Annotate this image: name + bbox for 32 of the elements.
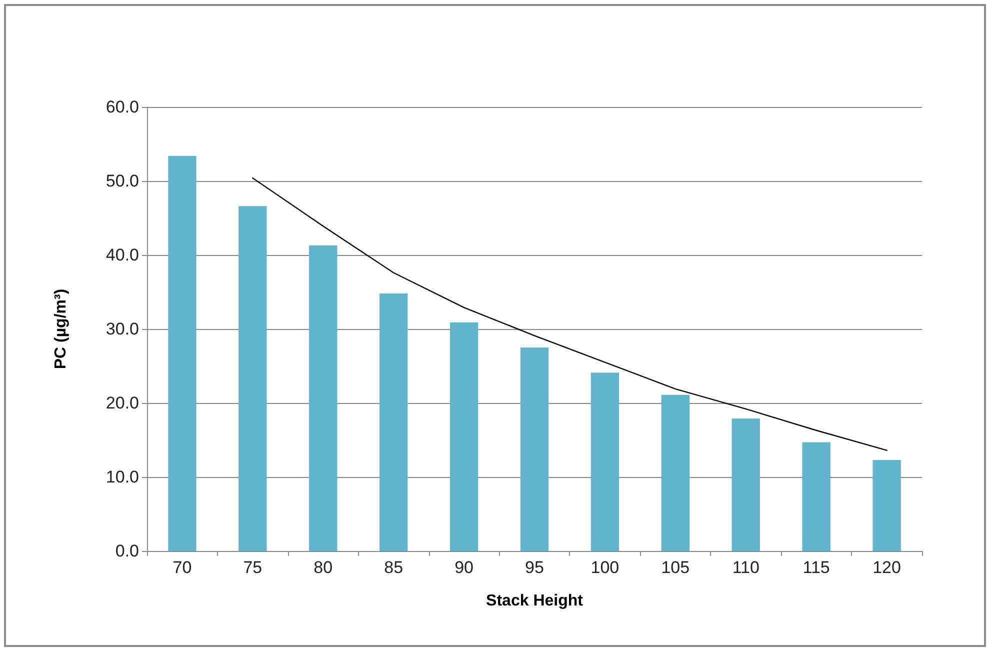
- x-tick-label: 90: [454, 558, 474, 577]
- x-tick-label: 105: [661, 558, 690, 577]
- y-tick-label: 0.0: [115, 542, 139, 560]
- bar: [872, 460, 901, 551]
- x-tick-label: 110: [732, 558, 760, 577]
- y-tick-label: 50.0: [106, 172, 139, 190]
- bar: [732, 418, 760, 551]
- bar: [309, 245, 338, 551]
- y-tick-label: 60.0: [106, 98, 139, 116]
- y-tick-label: 20.0: [106, 394, 139, 412]
- y-tick-label: 40.0: [106, 246, 139, 264]
- x-tick-label: 100: [590, 558, 620, 577]
- x-tick-label: 120: [872, 558, 901, 577]
- bar: [590, 372, 620, 551]
- line-series: [252, 177, 888, 451]
- bar: [802, 442, 830, 551]
- y-tick-label: 10.0: [106, 468, 139, 486]
- bar: [450, 322, 478, 551]
- x-tick-label: 70: [172, 558, 192, 577]
- y-tick-label: 30.0: [106, 320, 139, 338]
- x-axis-title: Stack Height: [486, 592, 584, 610]
- x-tick-label: 85: [384, 558, 404, 577]
- x-tick-label: 115: [802, 558, 830, 577]
- x-tick-label: 80: [314, 558, 333, 577]
- bar: [238, 206, 267, 551]
- bar: [520, 348, 549, 551]
- y-axis-title: PC (µg/m³): [52, 288, 70, 370]
- bar: [168, 156, 196, 551]
- bar: [661, 394, 690, 551]
- x-tick-label: 75: [243, 558, 262, 577]
- bar: [380, 293, 408, 551]
- x-tick-label: 95: [525, 558, 544, 577]
